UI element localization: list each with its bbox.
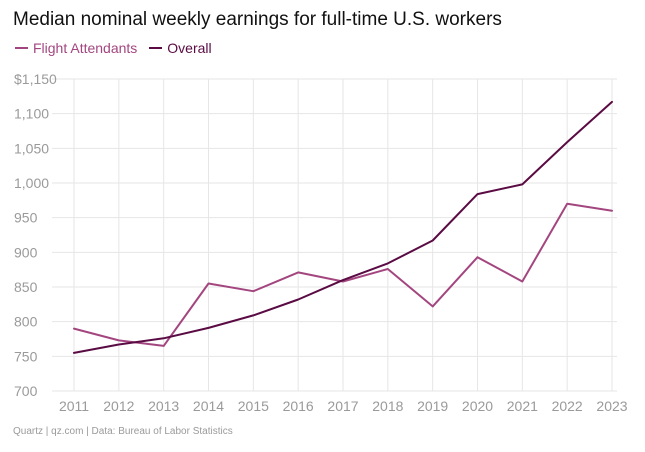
x-tick-label: 2015 — [238, 398, 269, 414]
series-line-flight-attendants — [73, 202, 613, 347]
x-tick-label: 2018 — [372, 398, 403, 414]
legend-item-flight-attendants: Flight Attendants — [15, 40, 137, 56]
series-line-overall — [73, 100, 613, 354]
x-tick-label: 2016 — [283, 398, 314, 414]
x-tick-label: 2011 — [59, 398, 89, 414]
x-axis-ticks: 2011 2012 2013 2014 2015 2016 2017 2018 2019 2020… — [59, 398, 628, 414]
y-tick-label: 1,050 — [14, 140, 49, 156]
y-tick-label: 700 — [14, 383, 38, 399]
y-tick-label: 1,100 — [14, 106, 49, 122]
y-tick-label: 750 — [14, 348, 38, 364]
legend: Flight Attendants Overall — [15, 40, 224, 56]
y-tick-label: $1,150 — [14, 71, 57, 87]
x-tick-label: 2020 — [462, 398, 493, 414]
x-tick-label: 2019 — [417, 398, 448, 414]
grid — [52, 78, 617, 392]
y-tick-label: 800 — [14, 314, 38, 330]
legend-swatch-overall — [149, 47, 163, 49]
x-tick-label: 2014 — [193, 398, 224, 414]
y-tick-label: 1,000 — [14, 175, 49, 191]
x-tick-label: 2022 — [552, 398, 583, 414]
y-tick-label: 850 — [14, 279, 38, 295]
y-axis-ticks: 700 750 800 850 900 950 1,000 1,050 1,100 $1,150 — [14, 71, 57, 399]
series-lines — [73, 100, 613, 354]
source-footer: Quartz | qz.com | Data: Bureau of Labor … — [13, 426, 233, 437]
legend-label-flight-attendants: Flight Attendants — [33, 40, 138, 56]
x-tick-label: 2021 — [507, 398, 538, 414]
legend-item-overall: Overall — [149, 40, 212, 56]
y-tick-label: 950 — [14, 210, 38, 226]
x-tick-label: 2012 — [103, 398, 134, 414]
legend-label-overall: Overall — [167, 40, 212, 56]
x-tick-label: 2013 — [148, 398, 179, 414]
x-tick-label: 2017 — [327, 398, 358, 414]
x-tick-label: 2023 — [596, 398, 627, 414]
y-tick-label: 900 — [14, 244, 38, 260]
legend-swatch-flight-attendants — [15, 47, 28, 49]
chart-title: Median nominal weekly earnings for full-… — [13, 9, 502, 30]
